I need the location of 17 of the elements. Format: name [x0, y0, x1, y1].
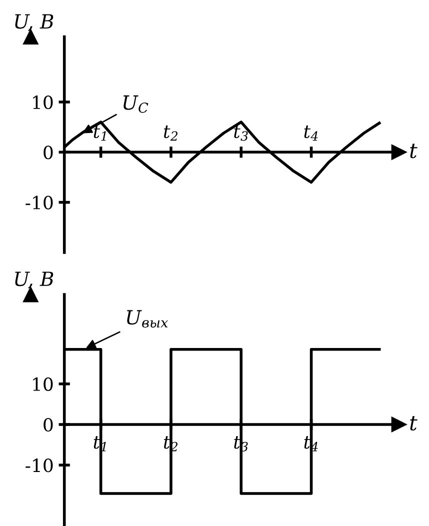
- y-tick-label: 10: [33, 377, 53, 392]
- y-tick-label: 0: [44, 418, 53, 432]
- x-tick-label: t$_{2}$: [164, 126, 178, 141]
- y-axis-title: U, В: [15, 14, 54, 32]
- x-tick-label: t$_{3}$: [234, 126, 248, 141]
- x-axis-title: t: [410, 416, 418, 431]
- x-tick-label: t$_{4}$: [304, 126, 318, 141]
- x-tick-label: t$_{1}$: [94, 436, 106, 452]
- x-tick-label: t$_{1}$: [94, 126, 106, 141]
- y-tick-label: -10: [26, 458, 53, 472]
- x-axis-title: t: [410, 144, 418, 158]
- y-tick-label: 10: [33, 95, 53, 110]
- annotation: U$_{C}$: [124, 95, 148, 113]
- y-tick-label: -10: [26, 196, 53, 210]
- y-axis-title: U, В: [15, 272, 54, 289]
- y-tick-label: 0: [44, 146, 53, 160]
- annotation: U$_{вых}$: [127, 310, 168, 328]
